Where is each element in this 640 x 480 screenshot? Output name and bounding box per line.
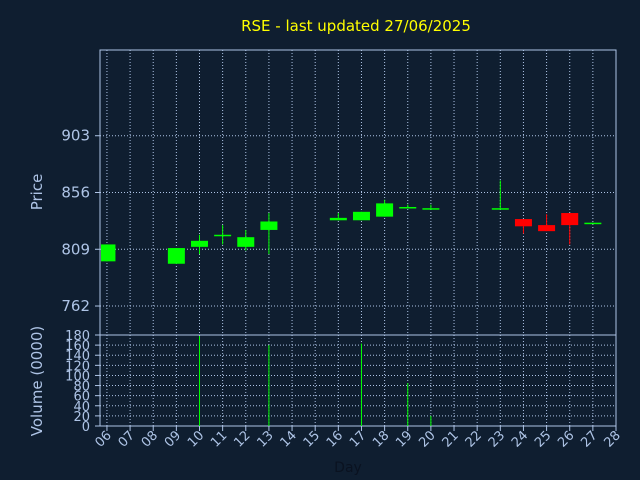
candle-body <box>422 208 440 210</box>
price-axis-ticks: 762 809 856 903 <box>61 127 100 315</box>
x-tick-label: 23 <box>486 428 508 450</box>
x-tick-label: 24 <box>509 428 531 450</box>
candle-body <box>491 208 509 210</box>
x-tick-label: 21 <box>440 428 462 450</box>
candle-body <box>514 219 532 227</box>
x-tick-label: 26 <box>555 428 577 450</box>
volume-tick-label: 160 <box>65 339 90 354</box>
volume-tick-label: 100 <box>65 369 90 384</box>
volume-gridlines <box>100 334 617 427</box>
chart-title: RSE - last updated 27/06/2025 <box>241 17 471 35</box>
candle-body <box>260 221 278 230</box>
candles <box>101 180 602 264</box>
x-tick-label: 16 <box>324 428 346 450</box>
candle-body <box>214 234 232 237</box>
x-tick-label: 14 <box>278 428 300 450</box>
volume-tick-label: 40 <box>73 400 90 415</box>
x-tick-label: 20 <box>416 428 438 450</box>
volume-bars <box>198 336 432 426</box>
candle-body <box>190 240 208 247</box>
price-tick-label: 809 <box>61 240 90 258</box>
candle-body <box>584 222 602 225</box>
price-tick-label: 856 <box>61 184 90 202</box>
price-tick-label: 762 <box>61 297 90 315</box>
x-axis-label: Day <box>334 460 362 476</box>
price-gridlines <box>100 50 617 335</box>
x-tick-label: 27 <box>578 428 600 450</box>
x-tick-label: 11 <box>208 428 230 450</box>
volume-tick-label: 60 <box>73 390 90 405</box>
x-tick-label: 17 <box>347 428 369 450</box>
candle-body <box>538 225 556 232</box>
x-tick-label: 25 <box>532 428 554 450</box>
volume-tick-label: 0 <box>82 420 90 435</box>
x-tick-label: 10 <box>185 428 207 450</box>
candle-body <box>376 203 394 217</box>
price-axis-label: Price <box>28 174 46 211</box>
candle-body <box>561 213 579 226</box>
candle-body <box>237 237 255 247</box>
volume-tick-label: 140 <box>65 349 90 364</box>
x-tick-label: 22 <box>463 428 485 450</box>
x-tick-label: 13 <box>254 428 276 450</box>
x-tick-label: 18 <box>370 428 392 450</box>
candle-body <box>167 248 185 264</box>
x-tick-label: 06 <box>92 428 114 450</box>
day-axis-ticks: 06 07 08 09 10 11 12 13 14 15 16 17 18 19 20 21 22 23 24 25… <box>92 426 624 451</box>
candle-body <box>101 244 116 262</box>
x-tick-label: 19 <box>393 428 415 450</box>
x-tick-label: 28 <box>602 428 624 450</box>
volume-tick-label: 20 <box>73 410 90 425</box>
volume-tick-label: 120 <box>65 359 90 374</box>
x-tick-label: 09 <box>162 428 184 450</box>
volume-axis-label: Volume (0000) <box>28 326 46 436</box>
candle-body <box>352 211 370 221</box>
x-tick-label: 15 <box>301 428 323 450</box>
x-tick-label: 12 <box>231 428 253 450</box>
x-tick-label: 07 <box>116 428 138 450</box>
candle-body <box>399 206 417 209</box>
volume-tick-label: 180 <box>65 329 90 344</box>
candle-body <box>329 217 347 221</box>
price-tick-label: 903 <box>61 127 90 145</box>
volume-panel-frame <box>99 334 617 427</box>
volume-tick-label: 80 <box>73 380 90 395</box>
x-tick-label: 08 <box>139 428 161 450</box>
